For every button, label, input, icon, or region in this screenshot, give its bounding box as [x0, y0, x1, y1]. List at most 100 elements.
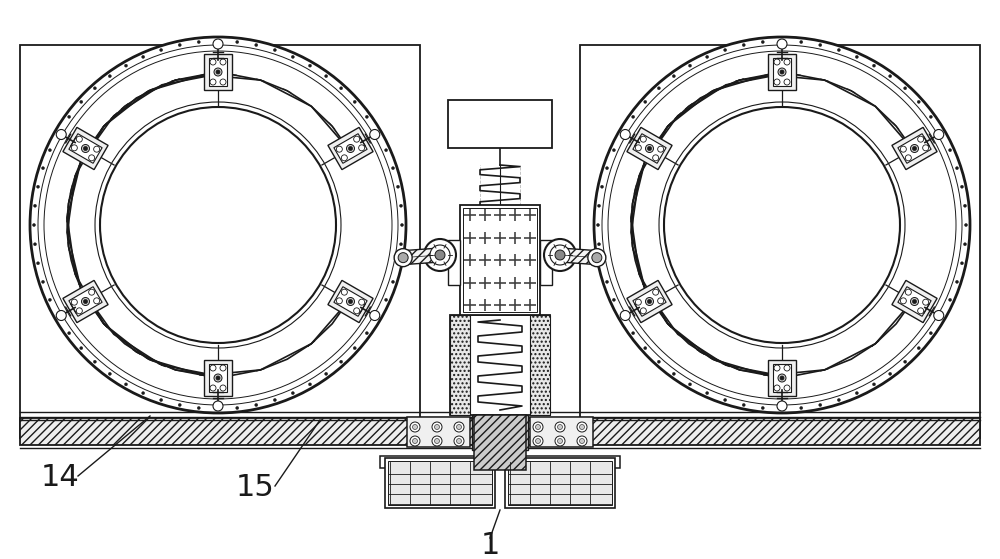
- Circle shape: [598, 204, 601, 207]
- Circle shape: [911, 297, 919, 306]
- Circle shape: [424, 239, 456, 271]
- Circle shape: [347, 297, 355, 306]
- Circle shape: [30, 37, 406, 413]
- Circle shape: [216, 70, 220, 74]
- Polygon shape: [209, 364, 227, 392]
- Circle shape: [220, 79, 226, 85]
- Circle shape: [647, 146, 651, 150]
- Circle shape: [57, 315, 60, 319]
- Circle shape: [255, 44, 258, 46]
- Circle shape: [955, 281, 958, 283]
- Circle shape: [706, 55, 709, 58]
- Circle shape: [308, 383, 312, 386]
- Circle shape: [385, 299, 388, 301]
- Circle shape: [210, 59, 216, 65]
- Circle shape: [644, 347, 647, 349]
- Circle shape: [596, 224, 600, 226]
- Circle shape: [606, 167, 609, 169]
- Circle shape: [394, 249, 412, 267]
- Circle shape: [658, 298, 664, 304]
- Circle shape: [632, 115, 635, 119]
- Circle shape: [964, 224, 968, 226]
- Circle shape: [325, 75, 328, 78]
- Circle shape: [214, 374, 222, 382]
- Circle shape: [963, 243, 966, 246]
- Circle shape: [220, 365, 226, 371]
- Circle shape: [872, 383, 876, 386]
- Circle shape: [48, 299, 51, 301]
- Circle shape: [56, 310, 66, 320]
- Circle shape: [819, 44, 822, 46]
- Circle shape: [410, 436, 420, 446]
- Circle shape: [399, 243, 402, 246]
- Circle shape: [385, 149, 388, 151]
- Bar: [20, 418, 980, 445]
- Circle shape: [42, 281, 45, 283]
- Circle shape: [688, 383, 691, 386]
- Circle shape: [89, 155, 95, 161]
- Bar: [472, 415, 528, 450]
- Circle shape: [900, 298, 906, 304]
- Circle shape: [340, 87, 343, 90]
- Circle shape: [160, 399, 163, 401]
- Circle shape: [197, 406, 200, 410]
- Circle shape: [354, 136, 360, 142]
- Bar: [463, 208, 537, 312]
- Circle shape: [454, 422, 464, 432]
- Circle shape: [872, 64, 876, 67]
- Bar: [407, 417, 470, 447]
- Circle shape: [32, 224, 36, 226]
- Circle shape: [142, 55, 145, 58]
- Circle shape: [949, 299, 952, 301]
- Circle shape: [454, 436, 464, 446]
- Circle shape: [778, 68, 786, 76]
- Circle shape: [905, 155, 911, 161]
- Circle shape: [178, 44, 181, 46]
- Circle shape: [784, 59, 790, 65]
- Circle shape: [68, 331, 71, 335]
- Circle shape: [819, 404, 822, 406]
- Circle shape: [160, 49, 163, 51]
- Circle shape: [432, 436, 442, 446]
- Circle shape: [93, 87, 96, 90]
- Circle shape: [42, 167, 45, 169]
- Circle shape: [76, 308, 82, 314]
- Polygon shape: [633, 287, 666, 316]
- Bar: [385, 458, 495, 508]
- Circle shape: [934, 130, 944, 140]
- Polygon shape: [204, 360, 232, 396]
- Circle shape: [917, 101, 920, 103]
- Bar: [540, 240, 552, 285]
- Circle shape: [929, 331, 932, 335]
- Bar: [530, 417, 593, 447]
- Circle shape: [774, 59, 780, 65]
- Circle shape: [353, 101, 356, 103]
- Polygon shape: [768, 360, 796, 396]
- Circle shape: [632, 331, 635, 335]
- Circle shape: [142, 392, 145, 395]
- Circle shape: [533, 422, 543, 432]
- Circle shape: [647, 300, 651, 304]
- Circle shape: [900, 146, 906, 152]
- Circle shape: [94, 298, 100, 304]
- Circle shape: [536, 438, 540, 443]
- Circle shape: [273, 399, 276, 401]
- Circle shape: [365, 331, 368, 335]
- Polygon shape: [898, 287, 931, 316]
- Bar: [448, 100, 552, 148]
- Circle shape: [396, 185, 399, 188]
- Circle shape: [659, 102, 905, 348]
- Circle shape: [855, 55, 858, 58]
- Circle shape: [400, 224, 404, 226]
- Circle shape: [889, 372, 892, 375]
- Circle shape: [533, 436, 543, 446]
- Circle shape: [291, 392, 294, 395]
- Circle shape: [601, 185, 604, 188]
- Circle shape: [761, 40, 764, 44]
- Circle shape: [778, 374, 786, 382]
- Circle shape: [577, 436, 587, 446]
- Polygon shape: [773, 58, 791, 86]
- Circle shape: [220, 59, 226, 65]
- Circle shape: [210, 385, 216, 391]
- Circle shape: [644, 101, 647, 103]
